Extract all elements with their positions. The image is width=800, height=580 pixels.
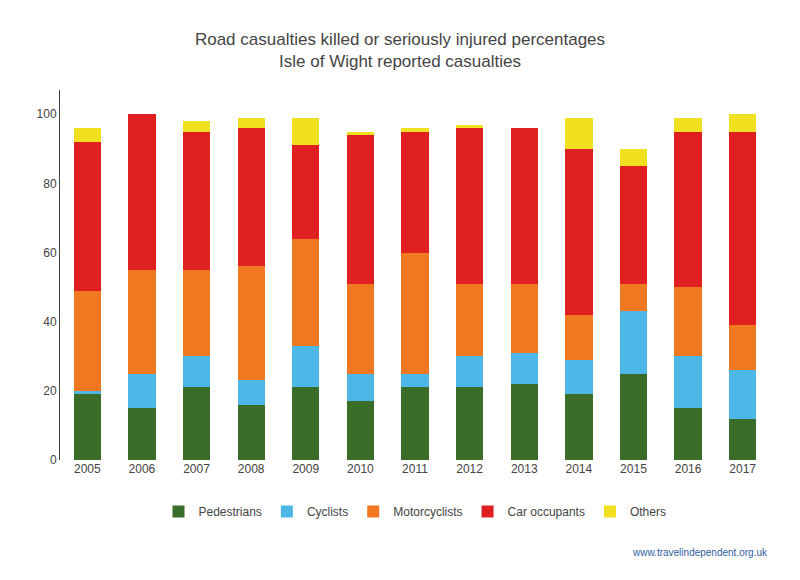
svg-text:2014: 2014 — [565, 462, 592, 476]
svg-text:80: 80 — [43, 177, 57, 191]
svg-text:Motorcyclists: Motorcyclists — [393, 505, 462, 519]
svg-text:Road casualties killed or seri: Road casualties killed or seriously inju… — [195, 30, 605, 71]
svg-text:2017: 2017 — [729, 462, 756, 476]
svg-text:www.travelindependent.org.uk: www.travelindependent.org.uk — [632, 547, 768, 558]
svg-text:Pedestrians: Pedestrians — [199, 505, 262, 519]
svg-text:20: 20 — [43, 384, 57, 398]
svg-text:2008: 2008 — [238, 462, 265, 476]
svg-text:2016: 2016 — [675, 462, 702, 476]
svg-text:2007: 2007 — [183, 462, 210, 476]
svg-text:Others: Others — [630, 505, 666, 519]
svg-text:2009: 2009 — [292, 462, 319, 476]
svg-text:2010: 2010 — [347, 462, 374, 476]
svg-text:2013: 2013 — [511, 462, 538, 476]
svg-text:2015: 2015 — [620, 462, 647, 476]
svg-text:Cyclists: Cyclists — [307, 505, 348, 519]
svg-text:2006: 2006 — [129, 462, 156, 476]
svg-text:Car occupants: Car occupants — [508, 505, 585, 519]
svg-text:2012: 2012 — [456, 462, 483, 476]
svg-text:2005: 2005 — [74, 462, 101, 476]
svg-text:40: 40 — [43, 315, 57, 329]
svg-text:0: 0 — [50, 453, 57, 467]
svg-text:100: 100 — [37, 107, 57, 121]
svg-text:60: 60 — [43, 246, 57, 260]
svg-text:2011: 2011 — [402, 462, 428, 476]
